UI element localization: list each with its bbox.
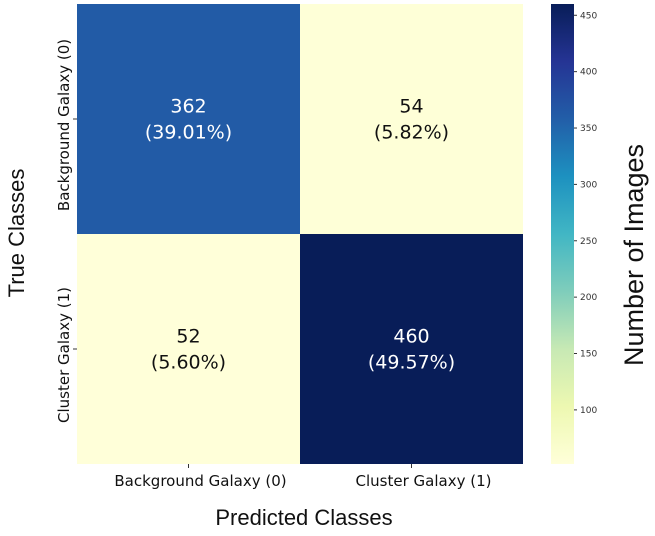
cell-count-label: 362: [170, 96, 206, 118]
y-axis-title: True Classes: [4, 169, 29, 298]
colorbar-ticks: 100 150 200 250 300 350 400 450: [574, 11, 597, 416]
colorbar-tick-label: 300: [580, 180, 597, 190]
heatmap-cell: [77, 4, 300, 234]
colorbar-tick-label: 250: [580, 237, 597, 247]
cell-percent-label: (39.01%): [145, 122, 232, 144]
heatmap-cell: [300, 4, 523, 234]
colorbar-title: Number of Images: [619, 144, 649, 366]
colorbar-tick-label: 150: [580, 350, 597, 360]
y-tick-labels: Background Galaxy (0) Cluster Galaxy (1): [55, 39, 77, 423]
y-tick-label: Background Galaxy (0): [55, 39, 73, 211]
x-tick-label: Background Galaxy (0): [114, 472, 286, 490]
heatmap-cell: [300, 234, 523, 464]
x-tick-labels: Background Galaxy (0) Cluster Galaxy (1): [114, 464, 491, 490]
x-axis-title: Predicted Classes: [215, 505, 392, 530]
cell-percent-label: (5.60%): [151, 352, 226, 374]
colorbar: [551, 4, 574, 464]
cell-percent-label: (49.57%): [368, 352, 455, 374]
cell-percent-label: (5.82%): [374, 122, 449, 144]
colorbar-tick-label: 450: [580, 11, 597, 21]
heatmap-cells: 362 (39.01%) 54 (5.82%) 52 (5.60%) 460 (49.57%): [77, 4, 523, 464]
cell-count-label: 52: [176, 326, 200, 348]
cell-count-label: 54: [399, 96, 423, 118]
heatmap-cell: [77, 234, 300, 464]
colorbar-tick-label: 350: [580, 124, 597, 134]
x-tick-label: Cluster Galaxy (1): [356, 472, 492, 490]
colorbar-tick-label: 100: [580, 406, 597, 416]
cell-count-label: 460: [393, 326, 429, 348]
y-tick-label: Cluster Galaxy (1): [55, 287, 73, 423]
colorbar-tick-label: 200: [580, 293, 597, 303]
colorbar-tick-label: 400: [580, 68, 597, 78]
